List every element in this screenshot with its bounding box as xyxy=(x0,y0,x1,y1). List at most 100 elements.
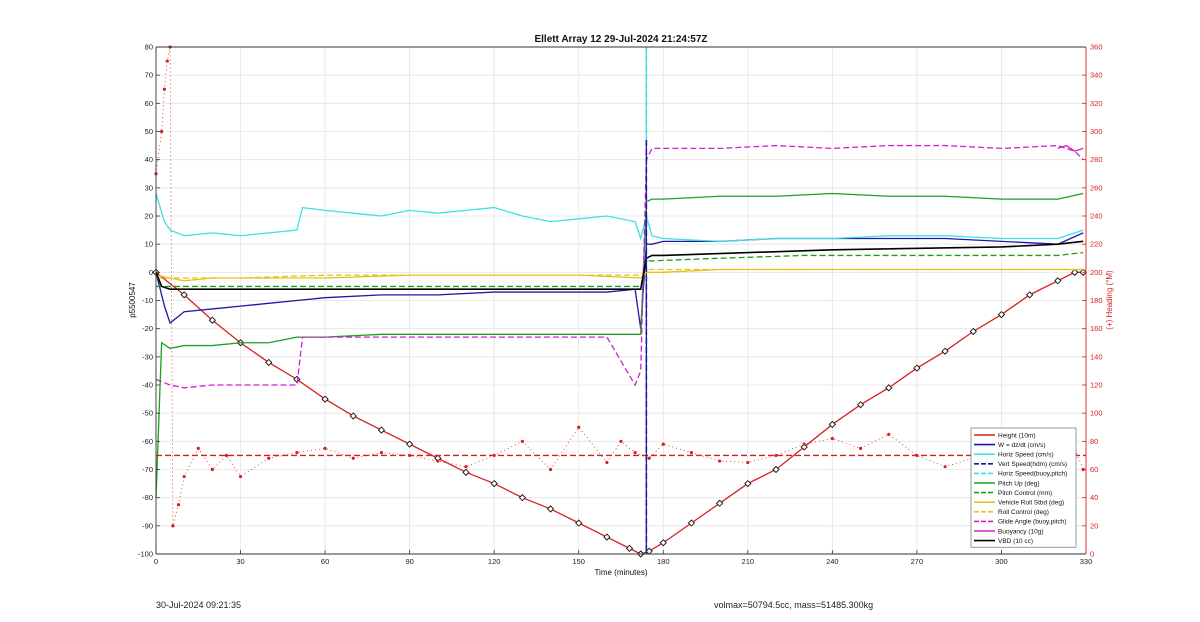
height-marker xyxy=(1071,268,1079,276)
height-marker xyxy=(462,468,470,476)
y2-tick-label: 280 xyxy=(1090,155,1103,164)
y-tick-label: 30 xyxy=(145,183,153,192)
series-heading-m xyxy=(154,45,1085,528)
y-tick-label: 0 xyxy=(149,268,153,277)
heading-point xyxy=(165,59,169,63)
height-marker xyxy=(546,505,555,513)
footer-timestamp: 30-Jul-2024 09:21:35 xyxy=(156,600,242,610)
y2-tick-label: 100 xyxy=(1090,409,1103,418)
y-tick-label: -60 xyxy=(142,437,153,446)
y2-tick-label: 0 xyxy=(1090,550,1094,559)
y-tick-label: 20 xyxy=(145,212,153,221)
height-marker xyxy=(518,494,527,502)
y-tick-label: -40 xyxy=(142,381,153,390)
right-axis-label: (+) Heading (°M) xyxy=(1105,270,1114,330)
heading-point xyxy=(295,451,299,455)
height-marker xyxy=(603,533,611,541)
series-line xyxy=(155,144,1084,389)
height-marker xyxy=(377,426,386,434)
height-marker xyxy=(575,519,583,527)
x-tick-label: 30 xyxy=(236,557,244,566)
y2-tick-label: 160 xyxy=(1090,324,1103,333)
heading-point xyxy=(160,129,164,134)
series-line xyxy=(155,192,1084,498)
height-marker xyxy=(180,291,188,299)
axes: 0 30 60 90 120 150 180 210 240 270 300 330807060504… xyxy=(138,43,1103,567)
series-horiz-speed-cm-s xyxy=(155,193,1084,243)
y2-tick-label: 60 xyxy=(1090,465,1098,474)
footer-summary: volmax=50794.5cc, mass=51485.300kg xyxy=(714,600,874,610)
series-line xyxy=(1057,144,1084,152)
height-marker xyxy=(490,479,498,488)
y2-tick-label: 40 xyxy=(1090,493,1098,502)
legend-label: Horiz Speed(buoy,pitch) xyxy=(998,471,1067,478)
legend-label: W = dz/dt (cm/s) xyxy=(998,442,1046,449)
heading-point xyxy=(351,456,355,460)
x-tick-label: 180 xyxy=(657,557,670,566)
height-marker xyxy=(941,347,949,355)
y-tick-label: -50 xyxy=(142,409,153,418)
legend-box xyxy=(970,427,1077,548)
height-marker xyxy=(969,327,977,336)
x-axis-label: Time (minutes) xyxy=(594,568,647,577)
x-tick-label: 240 xyxy=(826,557,839,566)
legend-label: VBD (10 cc) xyxy=(998,538,1033,545)
y-tick-label: 50 xyxy=(145,127,153,136)
legend-label: Vert Speed(hdm) (cm/s) xyxy=(998,461,1067,468)
series-buoyancy-10g xyxy=(1057,144,1084,152)
heading-point xyxy=(182,474,186,479)
y-tick-label: -30 xyxy=(142,352,153,361)
y-tick-label: -90 xyxy=(142,521,153,530)
y-tick-label: 60 xyxy=(145,99,153,108)
legend-label: Buoyancy (10g) xyxy=(998,528,1044,535)
height-marker xyxy=(913,364,921,372)
height-marker xyxy=(828,420,837,429)
y2-tick-label: 320 xyxy=(1090,99,1103,108)
heading-point xyxy=(746,460,750,465)
x-tick-label: 300 xyxy=(995,557,1008,566)
chart-title: Ellett Array 12 29-Jul-2024 21:24:57Z xyxy=(534,34,707,45)
heading-point xyxy=(830,436,834,441)
y2-tick-label: 140 xyxy=(1090,352,1103,361)
legend-label: Horiz Speed (cm/s) xyxy=(998,452,1054,459)
x-tick-label: 210 xyxy=(742,557,755,566)
heading-point xyxy=(323,446,327,450)
height-marker xyxy=(625,544,634,553)
y2-tick-label: 340 xyxy=(1090,71,1103,80)
height-marker xyxy=(265,358,273,367)
y2-tick-label: 220 xyxy=(1090,240,1103,249)
heading-point xyxy=(647,456,651,460)
x-tick-label: 330 xyxy=(1080,557,1093,566)
y2-tick-label: 20 xyxy=(1090,521,1098,530)
height-marker xyxy=(744,479,752,488)
height-marker xyxy=(885,384,893,392)
y-axis-label: p5500547 xyxy=(128,282,137,318)
y2-tick-label: 360 xyxy=(1090,43,1103,52)
series-line xyxy=(155,193,1084,243)
series-pitch-up-deg xyxy=(155,192,1084,498)
y-tick-label: -100 xyxy=(138,550,153,559)
y2-tick-label: 120 xyxy=(1090,381,1103,390)
height-marker xyxy=(800,443,808,451)
x-tick-label: 270 xyxy=(911,557,924,566)
x-tick-label: 90 xyxy=(405,557,413,566)
heading-point xyxy=(718,459,722,463)
height-marker xyxy=(687,519,696,527)
series-layer xyxy=(152,45,1087,558)
y-tick-label: 10 xyxy=(145,240,153,249)
height-marker xyxy=(856,401,865,409)
y-tick-label: 70 xyxy=(145,71,153,80)
height-marker xyxy=(321,395,329,403)
y-tick-label: 40 xyxy=(145,155,153,164)
x-tick-label: 0 xyxy=(154,557,158,566)
series-line xyxy=(155,232,1084,329)
legend-label: Roll Control (deg) xyxy=(998,509,1049,516)
heading-point xyxy=(858,446,863,450)
heading-point xyxy=(436,459,440,463)
y-tick-label: -80 xyxy=(142,493,153,502)
legend-label: Vehicle Roll Stbd (deg) xyxy=(998,500,1064,507)
height-marker xyxy=(405,440,414,448)
height-marker xyxy=(659,539,667,547)
heading-point xyxy=(774,453,778,458)
